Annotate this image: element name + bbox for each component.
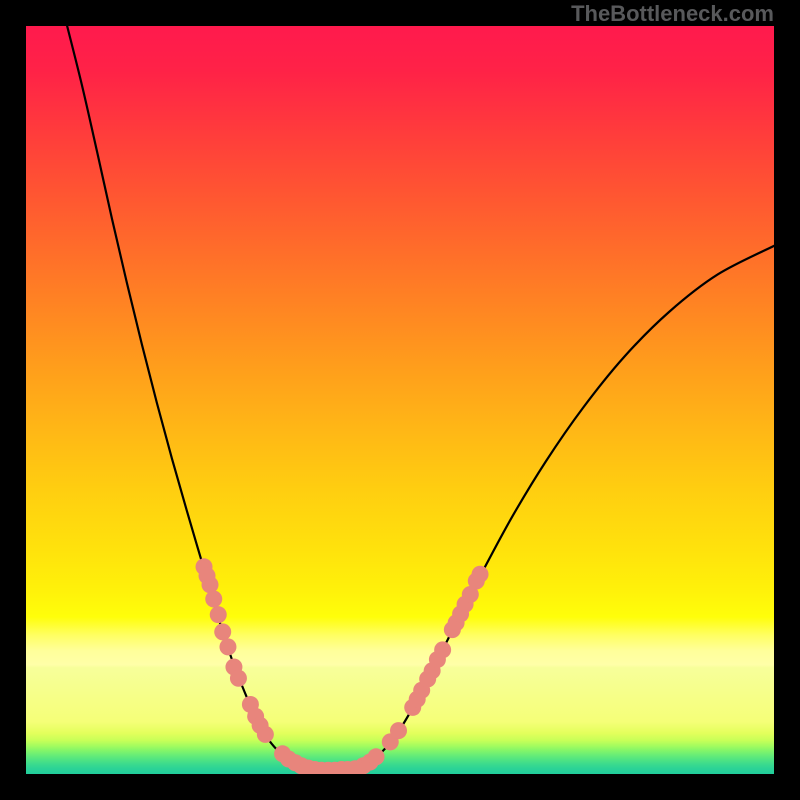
data-marker [214,623,231,640]
plot-area [26,26,774,774]
data-marker [472,566,489,583]
outer-frame: TheBottleneck.com [0,0,800,800]
gradient-background [26,26,774,774]
data-marker [205,590,222,607]
data-marker [390,722,407,739]
data-marker [202,576,219,593]
data-marker [434,641,451,658]
data-marker [257,726,274,743]
chart-svg [26,26,774,774]
watermark-text: TheBottleneck.com [571,1,774,27]
data-marker [210,606,227,623]
data-marker [230,670,247,687]
data-marker [219,638,236,655]
data-marker [368,748,385,765]
